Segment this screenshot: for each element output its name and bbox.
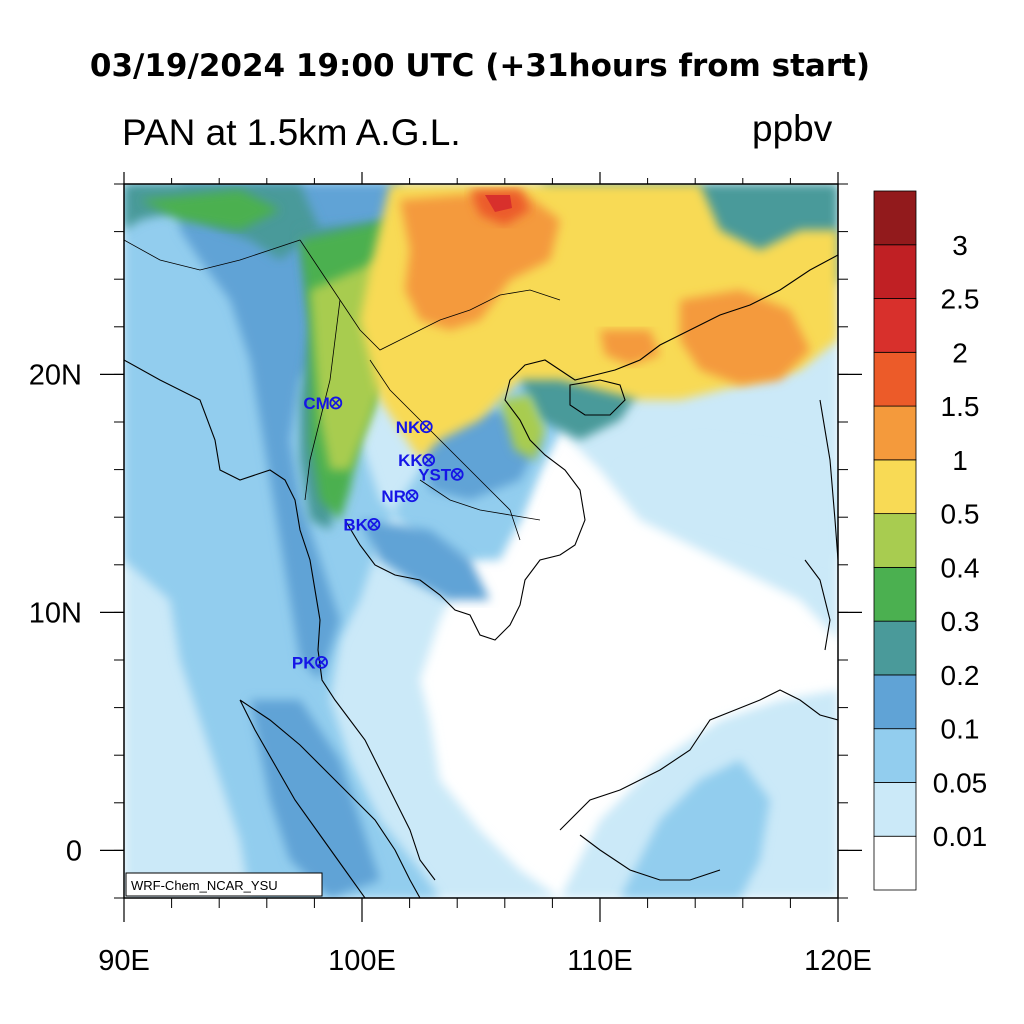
site-symbol-icon bbox=[329, 396, 343, 410]
site-symbol-icon bbox=[367, 517, 381, 531]
site-marker-pk: PK bbox=[292, 653, 328, 672]
y-tick-label: 20N bbox=[29, 359, 82, 391]
colorbar-swatch bbox=[873, 244, 917, 299]
colorbar-swatch bbox=[873, 674, 917, 730]
colorbar-label: 1 bbox=[952, 445, 968, 476]
coastlines bbox=[124, 254, 838, 898]
colorbar-swatch bbox=[873, 459, 917, 515]
colorbar-swatch bbox=[873, 190, 917, 246]
border-laos bbox=[369, 359, 521, 541]
country-borders bbox=[124, 239, 561, 541]
units-label: ppbv bbox=[752, 108, 833, 149]
colorbar-swatch bbox=[873, 298, 917, 353]
site-symbol-icon bbox=[315, 655, 328, 669]
site-symbol-cross bbox=[421, 422, 431, 432]
site-symbol-cross bbox=[331, 398, 341, 408]
site-label: KK bbox=[398, 451, 423, 470]
site-symbol-cross bbox=[369, 519, 379, 529]
band-0.05-borneo bbox=[620, 760, 770, 898]
site-label: BK bbox=[343, 515, 368, 534]
site-symbol-cross bbox=[424, 455, 434, 465]
x-axis: 90E 100E 110E 120E bbox=[98, 172, 872, 977]
colorbar-label: 0.4 bbox=[941, 552, 980, 583]
x-tick-label: 120E bbox=[804, 945, 872, 977]
band-0.01-scs bbox=[620, 440, 838, 560]
band-0.1-sumatra bbox=[250, 700, 380, 898]
colorbar-swatch bbox=[873, 513, 917, 568]
colorbar-swatch bbox=[873, 782, 917, 837]
borneo-coast bbox=[559, 689, 838, 881]
colorbar-label: 0.2 bbox=[941, 660, 980, 691]
band-1-east bbox=[680, 290, 810, 385]
mainland-east-coast bbox=[344, 254, 838, 641]
sumatra-coast bbox=[239, 699, 421, 898]
colorbar-label: 3 bbox=[952, 230, 968, 261]
colorbar-swatch bbox=[873, 620, 917, 676]
colorbar-label: 0.01 bbox=[933, 821, 988, 852]
border-north bbox=[124, 239, 301, 271]
y-tick-label: 10N bbox=[29, 597, 82, 629]
border-myanmar-thailand bbox=[304, 299, 341, 501]
colorbar-label: 2 bbox=[952, 337, 968, 368]
site-label: NK bbox=[396, 418, 421, 437]
hainan-coast bbox=[569, 379, 626, 416]
colorbar-swatch bbox=[873, 351, 917, 407]
colorbar-swatch bbox=[873, 835, 917, 891]
colorbar-label: 1.5 bbox=[941, 391, 980, 422]
colorbar-label: 0.1 bbox=[941, 714, 980, 745]
colorbar-label: 0.5 bbox=[941, 499, 980, 530]
colorbar-label: 0.3 bbox=[941, 606, 980, 637]
plot-title: 03/19/2024 19:00 UTC (+31hours from star… bbox=[89, 48, 871, 84]
y-axis: 0 10N 20N bbox=[29, 359, 862, 867]
site-marker-bk: BK bbox=[343, 515, 381, 534]
site-marker-yst: YST bbox=[418, 465, 464, 484]
x-tick-label: 110E bbox=[567, 945, 633, 977]
site-label: NR bbox=[381, 487, 406, 506]
credit-box bbox=[125, 872, 323, 897]
site-marker-nr: NR bbox=[381, 487, 419, 506]
site-label: YST bbox=[418, 465, 452, 484]
site-marker-nk: NK bbox=[396, 418, 433, 437]
border-cambodia bbox=[419, 479, 541, 521]
site-label: CM bbox=[303, 394, 329, 413]
band-2 bbox=[485, 195, 512, 212]
band-0.1-gulf bbox=[360, 520, 490, 600]
site-symbol-icon bbox=[405, 489, 419, 503]
x-tick-label: 90E bbox=[98, 945, 150, 977]
colorbar-swatch bbox=[873, 405, 917, 461]
mainland-west-coast bbox=[124, 359, 436, 881]
band-0.05 bbox=[124, 184, 560, 898]
band-1 bbox=[400, 190, 560, 330]
site-symbol-cross bbox=[317, 657, 327, 667]
model-credit: WRF-Chem_NCAR_YSU bbox=[131, 878, 278, 893]
site-marker-kk: KK bbox=[398, 451, 436, 470]
colorbar: 0.01 0.05 0.1 0.2 0.3 0.4 0.5 1 1.5 2 2.5 3 bbox=[873, 190, 988, 891]
colorbar-label: 0.05 bbox=[933, 767, 988, 798]
map-frame bbox=[123, 183, 839, 899]
variable-title: PAN at 1.5km A.G.L. bbox=[122, 112, 461, 153]
site-symbol-icon bbox=[419, 420, 433, 434]
colorbar-swatch bbox=[873, 728, 917, 783]
colorbar-label: 2.5 bbox=[941, 284, 980, 315]
minor-ticks bbox=[114, 178, 848, 908]
site-symbol-cross bbox=[452, 469, 462, 479]
site-symbol-icon bbox=[450, 467, 464, 481]
site-symbol-icon bbox=[422, 453, 436, 467]
colorbar-swatch bbox=[873, 566, 917, 622]
concentration-field bbox=[124, 184, 838, 898]
y-tick-label: 0 bbox=[66, 835, 82, 867]
border-china-south bbox=[299, 239, 561, 351]
band-0.3-nw bbox=[140, 190, 280, 230]
site-marker-cm: CM bbox=[303, 394, 343, 413]
x-tick-label: 100E bbox=[328, 945, 396, 977]
site-symbol-cross bbox=[407, 491, 417, 501]
site-label: PK bbox=[292, 653, 316, 672]
philippines-coast bbox=[804, 399, 838, 651]
